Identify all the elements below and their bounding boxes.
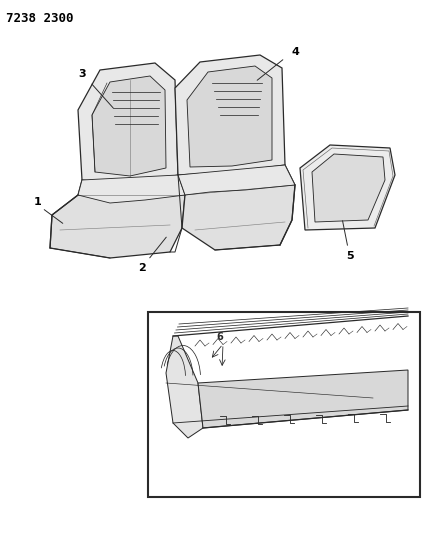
- Polygon shape: [175, 55, 285, 175]
- Polygon shape: [50, 175, 185, 258]
- Polygon shape: [187, 66, 272, 167]
- Polygon shape: [78, 63, 178, 185]
- Polygon shape: [178, 165, 295, 195]
- Text: 4: 4: [291, 47, 299, 57]
- Polygon shape: [312, 154, 385, 222]
- Text: 1: 1: [34, 197, 42, 207]
- Text: 5: 5: [346, 251, 354, 261]
- Polygon shape: [78, 175, 185, 203]
- Polygon shape: [178, 165, 295, 250]
- Polygon shape: [300, 145, 395, 230]
- Text: 6: 6: [217, 332, 223, 342]
- Polygon shape: [92, 76, 166, 176]
- Text: 3: 3: [78, 69, 86, 79]
- Polygon shape: [198, 370, 408, 428]
- Text: 7238 2300: 7238 2300: [6, 12, 74, 25]
- Bar: [148, 312, 420, 497]
- Polygon shape: [166, 336, 203, 438]
- Text: 2: 2: [138, 263, 146, 273]
